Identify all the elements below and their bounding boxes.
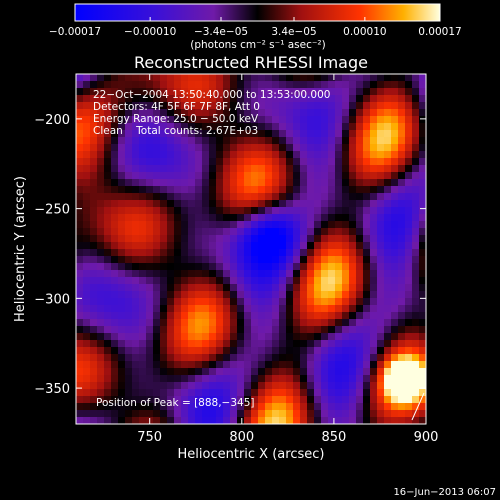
colorbar (74, 3, 441, 22)
annotation-energy: Energy Range: 25.0 − 50.0 keV (93, 113, 259, 125)
x-axis-label: Heliocentric X (arcsec) (178, 447, 325, 462)
heatmap (76, 74, 426, 424)
y-axis-label: Heliocentric Y (arcsec) (13, 176, 28, 322)
peak-marker-line (411, 392, 425, 421)
colorbar-tick-label: −0.00017 (49, 26, 101, 38)
x-tick-label: 800 (229, 430, 254, 445)
x-tick-label: 750 (137, 430, 162, 445)
peak-position-label: Position of Peak = [888,−345] (96, 397, 255, 409)
y-tick-label: −350 (34, 382, 70, 397)
colorbar-tick-label: 0.00017 (418, 26, 461, 38)
annotation-time: 22−Oct−2004 13:50:40.000 to 13:53:00.000 (93, 89, 330, 101)
y-tick-label: −250 (34, 203, 70, 218)
colorbar-tick-label: 0.00010 (343, 26, 386, 38)
plot-frame (75, 73, 427, 425)
colorbar-tick-label: −0.00010 (124, 26, 176, 38)
annotation-counts: Clean Total counts: 2.67E+03 (93, 125, 258, 137)
x-axis-ticks: 750 800 850 900 (137, 74, 438, 445)
footer-date: 16−Jun−2013 06:07 (393, 487, 496, 498)
x-tick-label: 850 (321, 430, 346, 445)
annotation-detectors: Detectors: 4F 5F 6F 7F 8F, Att 0 (93, 101, 260, 113)
chart-title: Reconstructed RHESSI Image (134, 53, 368, 72)
colorbar-tick-label: −3.4e−05 (194, 26, 248, 38)
colorbar-tick-label: 3.4e−05 (271, 26, 316, 38)
x-tick-label: 900 (414, 430, 439, 445)
y-axis-ticks: −200 −250 −300 −350 (34, 113, 426, 397)
y-tick-label: −300 (34, 292, 70, 307)
colorbar-ticks: −0.00017 −0.00010 −3.4e−05 3.4e−05 0.00010 0.… (49, 17, 462, 38)
y-tick-label: −200 (34, 113, 70, 128)
colorbar-units: (photons cm⁻² s⁻¹ asec⁻²) (190, 39, 325, 51)
